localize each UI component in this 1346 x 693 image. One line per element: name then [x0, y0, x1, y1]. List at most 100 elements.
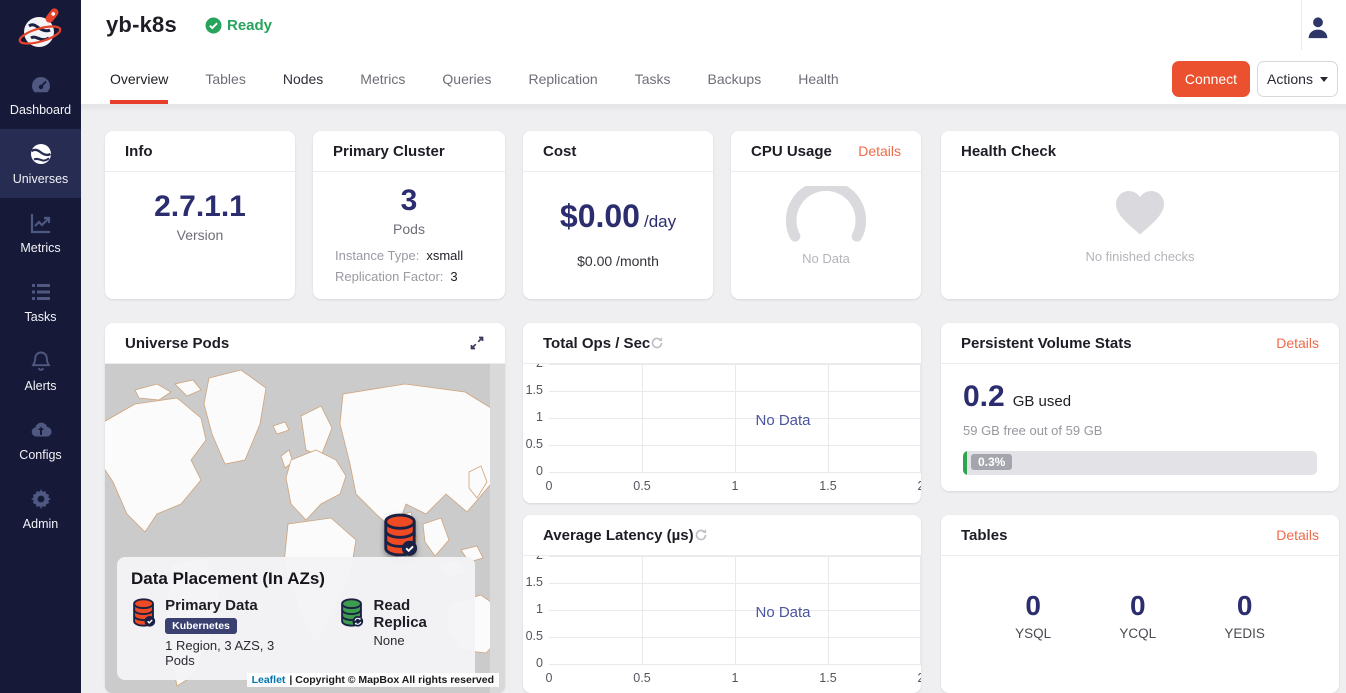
- x-tick: 1.5: [819, 671, 837, 685]
- ycql-count: 0: [1129, 590, 1146, 621]
- expand-icon: [470, 336, 484, 350]
- tab-tasks[interactable]: Tasks: [634, 71, 671, 87]
- tab-nodes[interactable]: Nodes: [282, 71, 324, 87]
- attribution-text: | Copyright © MapBox All rights reserved: [289, 674, 494, 686]
- read-replica-entry: Read Replica None: [339, 597, 461, 668]
- x-tick: 1.5: [819, 479, 837, 493]
- info-card: Info 2.7.1.1 Version: [105, 131, 295, 299]
- primary-cluster-title: Primary Cluster: [333, 142, 445, 160]
- y-tick: 2: [523, 556, 543, 563]
- expand-map-button[interactable]: [469, 335, 485, 351]
- tab-tables[interactable]: Tables: [205, 71, 246, 87]
- avg-latency-chart-card: Average Latency (µs) 2 1.5 1 0.5 0: [523, 515, 921, 693]
- read-replica-db-icon: [341, 598, 364, 627]
- kubernetes-badge: Kubernetes: [165, 618, 237, 634]
- health-check-title: Health Check: [961, 142, 1057, 160]
- yedis-count-col: 0 YEDIS: [1224, 590, 1265, 641]
- sidebar-item-universes[interactable]: Universes: [0, 129, 81, 198]
- replication-factor-label: Replication Factor:: [335, 269, 444, 284]
- universe-pods-card: Universe Pods: [105, 323, 505, 693]
- pv-stats-card: Persistent Volume Stats Details 0.2 GB u…: [941, 323, 1339, 491]
- sidebar-item-metrics[interactable]: Metrics: [0, 198, 81, 267]
- pv-usage-fill: [963, 451, 967, 475]
- pv-percent-badge: 0.3%: [971, 454, 1013, 470]
- dashboard-icon: [31, 76, 50, 92]
- yugabyte-logo[interactable]: [0, 0, 81, 60]
- topbar: yb-k8s Ready Overview Tables Nodes Metri…: [81, 0, 1346, 105]
- cost-card: Cost $0.00/day $0.00 /month: [523, 131, 713, 299]
- pv-used-value: 0.2: [963, 380, 1005, 413]
- primary-data-db-icon: [133, 598, 156, 627]
- sidebar-item-label: Admin: [22, 516, 59, 531]
- total-ops-no-data: No Data: [755, 412, 811, 429]
- ycql-count-col: 0 YCQL: [1119, 590, 1156, 641]
- cpu-usage-details-link[interactable]: Details: [858, 143, 901, 159]
- tables-title: Tables: [961, 526, 1008, 544]
- universe-tabs: Overview Tables Nodes Metrics Queries Re…: [110, 60, 839, 104]
- sidebar: Dashboard Universes Metrics: [0, 0, 81, 693]
- cpu-no-data-text: No Data: [802, 251, 850, 266]
- ysql-label: YSQL: [1015, 626, 1052, 641]
- sidebar-nav: Dashboard Universes Metrics: [0, 60, 81, 543]
- universe-name: yb-k8s: [106, 12, 177, 37]
- sidebar-item-configs[interactable]: Configs: [0, 405, 81, 474]
- data-placement-legend: Data Placement (In AZs): [117, 557, 475, 680]
- sidebar-item-tasks[interactable]: Tasks: [0, 267, 81, 336]
- x-tick: 1: [731, 671, 739, 685]
- actions-button[interactable]: Actions: [1257, 61, 1338, 97]
- sidebar-item-alerts[interactable]: Alerts: [0, 336, 81, 405]
- sidebar-item-label: Dashboard: [9, 102, 72, 117]
- tab-queries[interactable]: Queries: [442, 71, 492, 87]
- x-tick: 1: [731, 479, 739, 493]
- replication-factor-row: Replication Factor: 3: [335, 269, 505, 284]
- sidebar-item-dashboard[interactable]: Dashboard: [0, 60, 81, 129]
- primary-data-info: 1 Region, 3 AZS, 3 Pods: [165, 638, 275, 668]
- x-tick: 0.5: [633, 671, 651, 685]
- map-marker-db-icon[interactable]: [381, 513, 419, 557]
- primary-data-entry: Primary Data Kubernetes 1 Region, 3 AZS,…: [131, 597, 297, 668]
- ycql-label: YCQL: [1119, 626, 1157, 641]
- pv-used-unit: GB used: [1012, 393, 1072, 410]
- primary-data-label: Primary Data: [165, 597, 258, 614]
- tab-metrics[interactable]: Metrics: [360, 71, 406, 87]
- tab-backups[interactable]: Backups: [707, 71, 762, 87]
- tab-health[interactable]: Health: [798, 71, 839, 87]
- cpu-usage-card: CPU Usage Details No Data: [731, 131, 921, 299]
- ysql-count-col: 0 YSQL: [1015, 590, 1051, 641]
- x-tick: 2: [918, 479, 921, 493]
- tasks-icon: [31, 283, 50, 300]
- version-label: Version: [176, 227, 224, 243]
- sidebar-item-label: Tasks: [24, 309, 57, 324]
- leaflet-link[interactable]: Leaflet: [251, 674, 286, 686]
- status-badge: Ready: [205, 17, 272, 34]
- read-replica-label: Read Replica: [373, 597, 427, 631]
- health-check-card: Health Check No finished checks: [941, 131, 1339, 299]
- y-tick: 1.5: [525, 383, 543, 397]
- sidebar-item-label: Configs: [19, 447, 62, 462]
- ready-check-icon: [205, 17, 222, 34]
- tab-overview[interactable]: Overview: [110, 60, 169, 104]
- cost-card-title: Cost: [543, 142, 577, 160]
- pv-stats-details-link[interactable]: Details: [1276, 335, 1319, 351]
- world-map[interactable]: Data Placement (In AZs): [105, 364, 505, 693]
- legend-title: Data Placement (In AZs): [131, 569, 325, 588]
- avg-latency-no-data: No Data: [755, 604, 811, 621]
- connect-button[interactable]: Connect: [1172, 61, 1250, 97]
- yedis-label: YEDIS: [1224, 626, 1265, 641]
- sidebar-item-admin[interactable]: Admin: [0, 474, 81, 543]
- instance-type-label: Instance Type:: [335, 248, 420, 263]
- tables-details-link[interactable]: Details: [1276, 527, 1319, 543]
- read-replica-value: None: [373, 633, 405, 648]
- tab-replication[interactable]: Replication: [528, 71, 598, 87]
- cost-per-month: $0.00 /month: [577, 253, 659, 269]
- x-tick: 0: [545, 479, 553, 493]
- user-menu[interactable]: [1304, 13, 1332, 41]
- admin-icon: [30, 488, 51, 509]
- refresh-avg-latency-button[interactable]: [694, 528, 708, 542]
- x-tick: 0.5: [633, 479, 651, 493]
- configs-icon: [31, 422, 52, 437]
- refresh-total-ops-button[interactable]: [650, 336, 664, 350]
- yedis-count: 0: [1236, 590, 1253, 621]
- ysql-count: 0: [1025, 590, 1041, 621]
